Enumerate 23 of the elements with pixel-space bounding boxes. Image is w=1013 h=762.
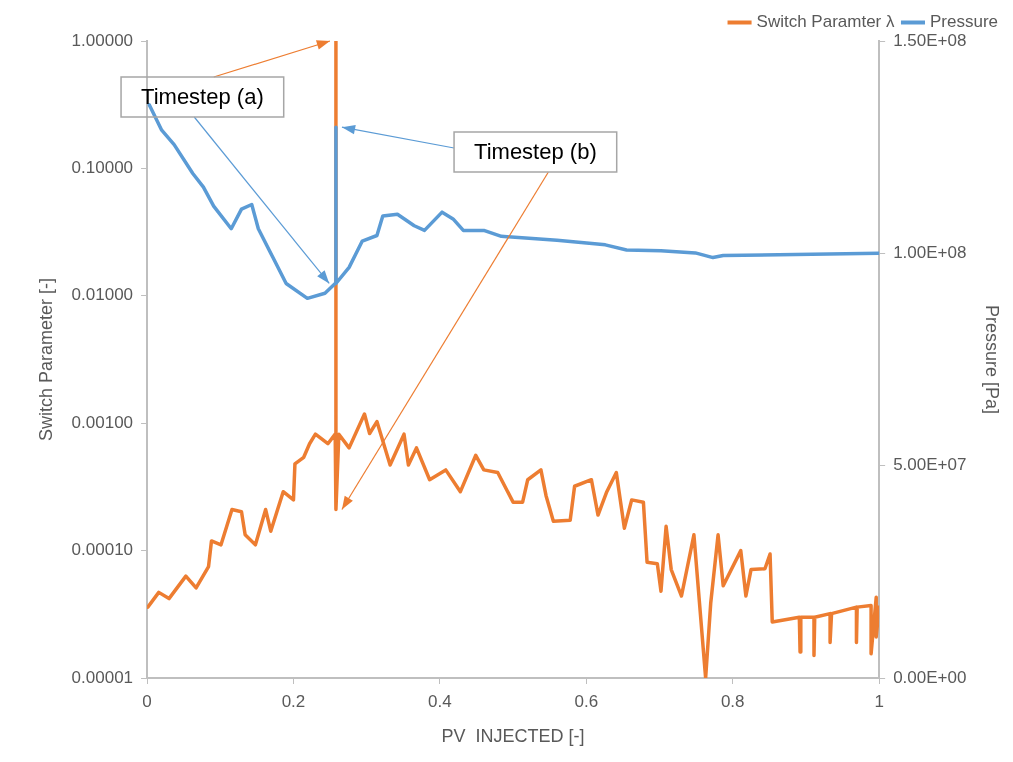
y2-axis-title: Pressure [Pa] (982, 304, 1003, 415)
x-tick-label: 0.8 (720, 691, 745, 711)
y-axis-title: Switch Parameter [-] (35, 277, 56, 442)
y-tick-label: 0.00010 (71, 540, 134, 560)
x-tick-label: 0 (142, 691, 152, 711)
y-tick-label: 0.10000 (71, 158, 134, 178)
x-tick-label: 0.4 (428, 691, 452, 711)
y-tick-label: 1.00000 (71, 30, 134, 50)
y-tick-label: 0.00001 (71, 667, 134, 687)
y2-tick-label: 5.00E+07 (893, 455, 967, 475)
y2-tick-label: 1.50E+08 (893, 30, 967, 50)
y-tick-label: 0.01000 (71, 285, 134, 305)
legend-label: Switch Paramter λ (756, 12, 895, 32)
y2-tick-label: 1.00E+08 (893, 243, 967, 263)
x-tick-label: 1 (874, 691, 884, 711)
x-tick-label: 0.2 (281, 691, 306, 711)
y-tick-label: 0.00100 (71, 412, 134, 432)
annotation: Timestep (a) (141, 84, 264, 110)
x-axis-title: PV INJECTED [-] (441, 726, 585, 747)
legend-label: Pressure (929, 12, 999, 32)
annotation: Timestep (b) (474, 139, 597, 165)
y2-tick-label: 0.00E+00 (893, 667, 967, 687)
x-tick-label: 0.6 (574, 691, 599, 711)
